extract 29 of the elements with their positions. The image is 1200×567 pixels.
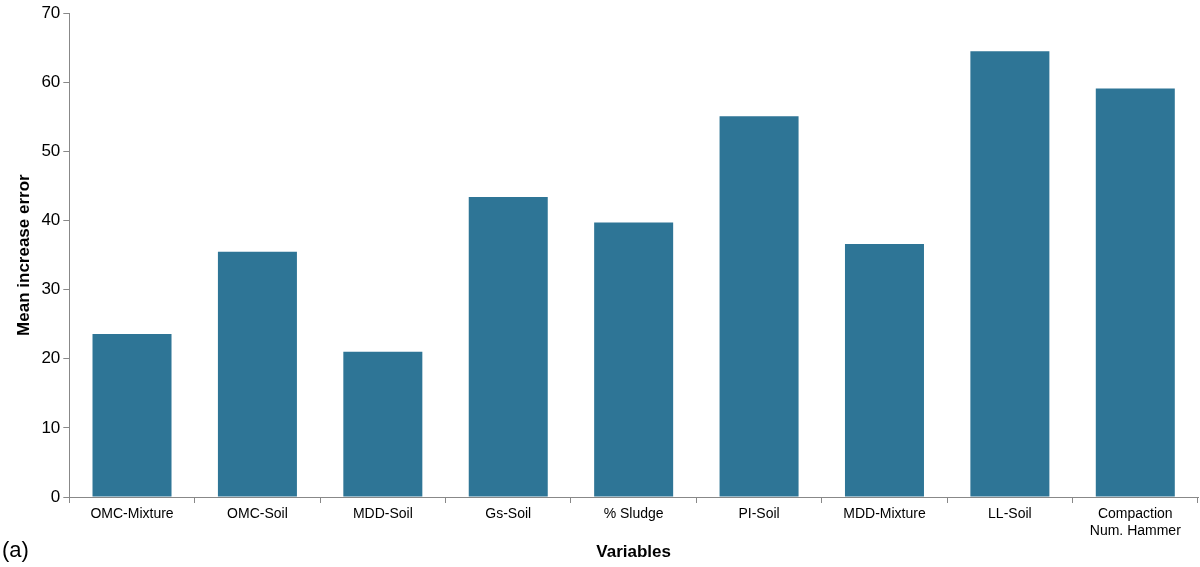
y-tick-label: 10: [41, 417, 61, 437]
y-tick-label: 50: [41, 141, 61, 161]
bar: [468, 197, 548, 497]
y-tick-label: 40: [41, 210, 61, 230]
bar: [594, 222, 674, 497]
bar: [217, 251, 297, 497]
bar: [719, 116, 799, 497]
y-tick-label: 0: [50, 486, 61, 506]
text: (a): [2, 537, 29, 563]
x-tick-label: PI-Soil: [738, 505, 780, 522]
x-tick-label: MDD-Mixture: [843, 505, 926, 522]
y-axis-title: Mean increase error: [13, 173, 33, 336]
bar: [970, 51, 1050, 497]
x-tick-label: Gs-Soil: [485, 505, 532, 522]
x-tick-label: OMC-Mixture: [90, 505, 174, 522]
x-tick-label: Compaction Num. Hammer: [1089, 505, 1182, 539]
x-tick-label: OMC-Soil: [227, 505, 288, 522]
x-tick-label: LL-Soil: [988, 505, 1032, 522]
y-tick-label: 60: [41, 72, 61, 91]
x-tick-label: MDD-Soil: [352, 505, 413, 522]
y-tick-label: 70: [41, 2, 61, 22]
x-axis-title: Variables: [596, 542, 671, 562]
bar: [343, 351, 423, 497]
bar: [844, 244, 924, 497]
x-tick-label: % Sludge: [603, 505, 664, 522]
bar: [92, 333, 172, 497]
bar: [1095, 88, 1175, 497]
y-tick-label: 20: [41, 348, 61, 368]
y-tick-label: 30: [41, 279, 61, 299]
